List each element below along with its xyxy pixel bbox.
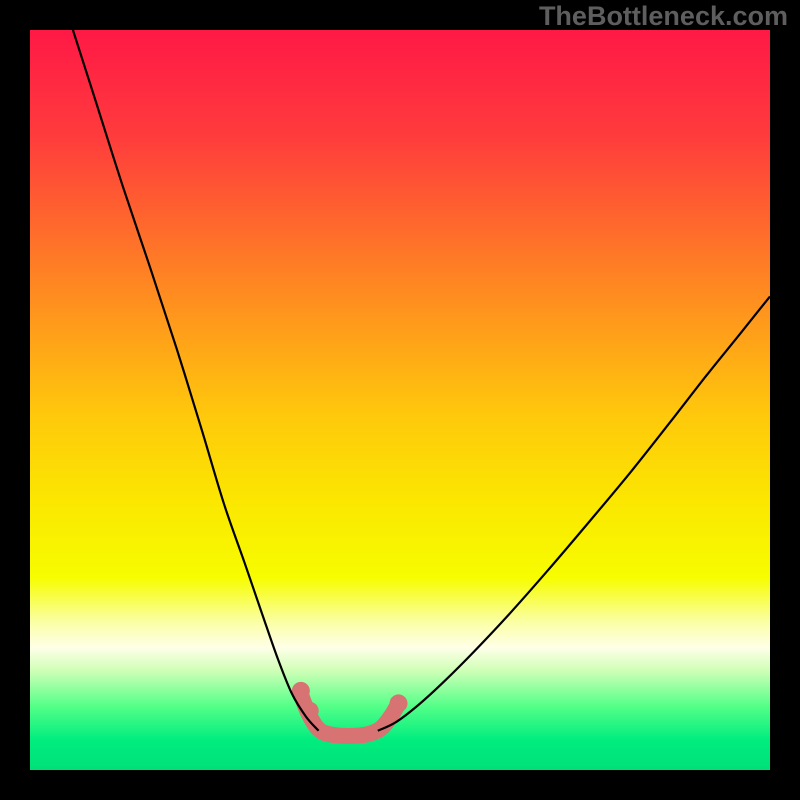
left-curve bbox=[73, 30, 319, 731]
valley-marker-dot bbox=[390, 694, 408, 712]
watermark-text: TheBottleneck.com bbox=[539, 1, 788, 32]
right-curve bbox=[378, 296, 770, 730]
bottleneck-curves bbox=[0, 0, 800, 800]
valley-marker-dot bbox=[301, 702, 319, 720]
